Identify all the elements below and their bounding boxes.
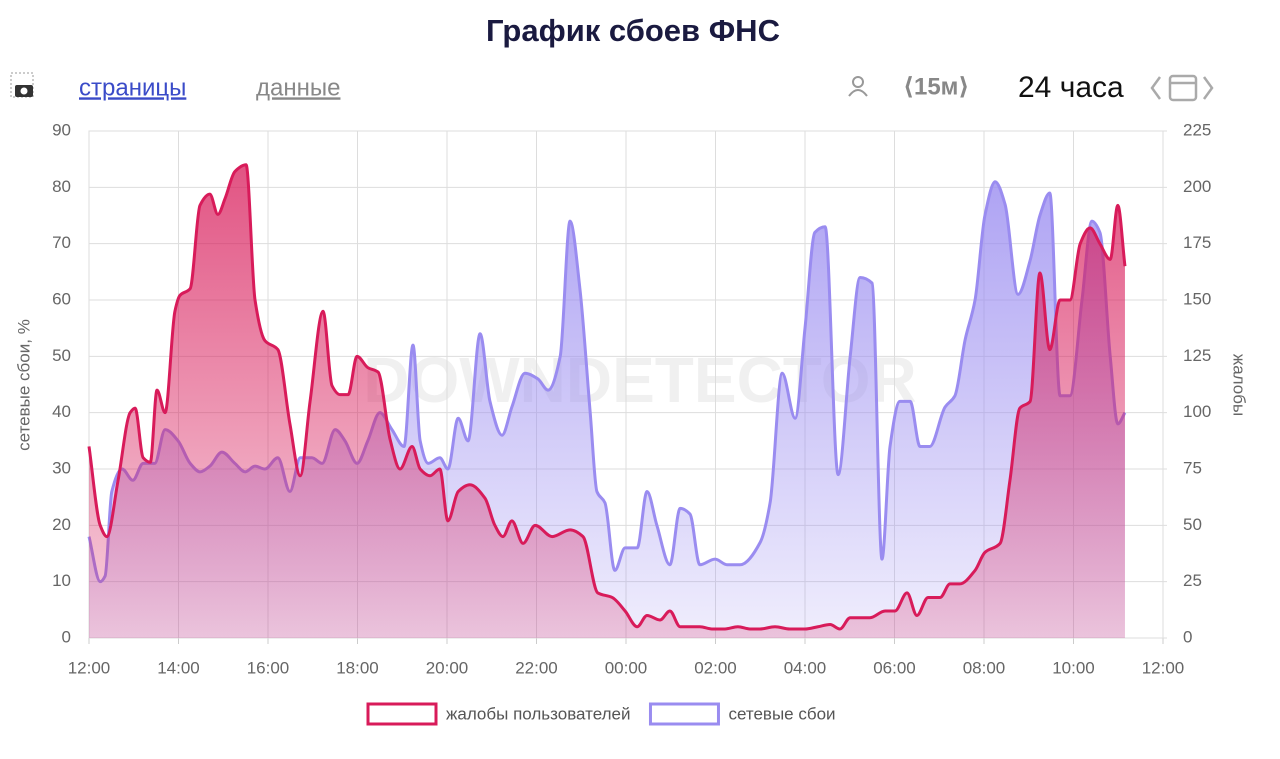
x-tick-label: 08:00 bbox=[963, 658, 1006, 677]
legend: жалобы пользователей сетевые сбои bbox=[366, 702, 836, 726]
x-tick-label: 16:00 bbox=[247, 658, 290, 677]
y2-tick-label: 50 bbox=[1183, 515, 1202, 534]
legend-key bbox=[366, 702, 438, 726]
area-fill bbox=[89, 164, 1125, 639]
series-line bbox=[87, 163, 1127, 631]
x-tick-label: 20:00 bbox=[426, 658, 469, 677]
x-tick-label: 10:00 bbox=[1052, 658, 1095, 677]
user-icon[interactable] bbox=[848, 76, 868, 97]
tab-data[interactable]: данные bbox=[256, 74, 340, 101]
y-tick-label: 90 bbox=[52, 120, 71, 139]
y2-tick-label: 225 bbox=[1183, 120, 1211, 139]
interval[interactable]: ⟨15м⟩ bbox=[903, 73, 969, 100]
period[interactable]: 24 часа bbox=[1018, 71, 1124, 104]
areas bbox=[87, 163, 1127, 639]
calendar-nav[interactable] bbox=[1150, 74, 1214, 102]
y2-tick-label: 125 bbox=[1183, 346, 1211, 365]
y-tick-label: 80 bbox=[52, 177, 71, 196]
x-tick-label: 00:00 bbox=[605, 658, 648, 677]
y-tick-label: 40 bbox=[52, 402, 71, 421]
y2-tick-label: 0 bbox=[1183, 627, 1192, 646]
y-tick-label: 10 bbox=[52, 571, 71, 590]
y2-tick-label: 100 bbox=[1183, 402, 1211, 421]
x-tick-label: 14:00 bbox=[157, 658, 200, 677]
y-tick-label: 60 bbox=[52, 289, 71, 308]
camera-icon[interactable] bbox=[10, 72, 34, 98]
y-tick-label: 70 bbox=[52, 233, 71, 252]
x-tick-label: 02:00 bbox=[694, 658, 737, 677]
x-tick-label: 18:00 bbox=[336, 658, 379, 677]
y2-tick-label: 150 bbox=[1183, 289, 1211, 308]
legend-key bbox=[648, 702, 720, 726]
y2-tick-label: 75 bbox=[1183, 458, 1202, 477]
x-tick-label: 12:00 bbox=[1142, 658, 1185, 677]
y2-tick-label: 200 bbox=[1183, 177, 1211, 196]
y2-tick-label: 175 bbox=[1183, 233, 1211, 252]
y-tick-label: 20 bbox=[52, 515, 71, 534]
x-tick-label: 12:00 bbox=[68, 658, 111, 677]
y-tick-label: 30 bbox=[52, 458, 71, 477]
x-tick-label: 04:00 bbox=[784, 658, 827, 677]
chart-title: График сбоев ФНС bbox=[486, 13, 780, 48]
x-tick-label: 06:00 bbox=[873, 658, 916, 677]
y2-tick-label: 25 bbox=[1183, 571, 1202, 590]
x-tick-label: 22:00 bbox=[515, 658, 558, 677]
y-tick-label: 50 bbox=[52, 346, 71, 365]
tab-pages[interactable]: страницы bbox=[79, 74, 186, 101]
y-axis-title: сетевые сбои, % bbox=[14, 319, 33, 451]
legend-label: сетевые сбои bbox=[728, 704, 835, 723]
legend-label: жалобы пользователей bbox=[446, 704, 630, 723]
y-tick-label: 0 bbox=[62, 627, 71, 646]
y2-axis-title: жалобы bbox=[1230, 354, 1249, 416]
